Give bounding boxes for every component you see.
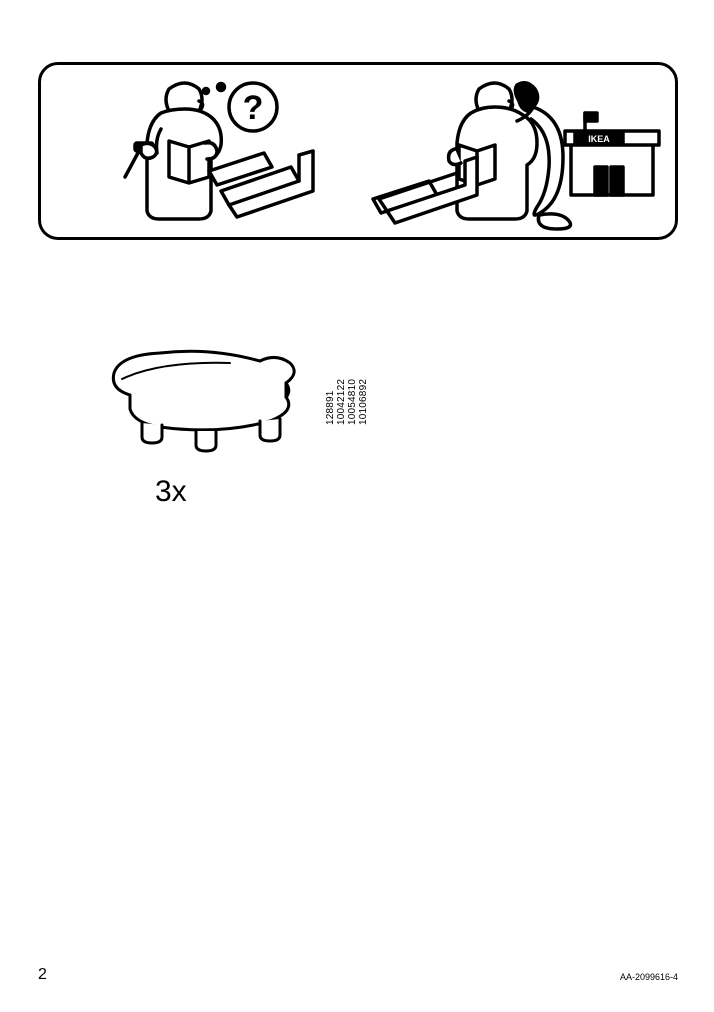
instruction-page: ?	[0, 0, 714, 1012]
plastic-foot-part-icon	[100, 345, 320, 455]
part-code: 10106892	[358, 379, 369, 425]
help-illustration: ?	[41, 65, 675, 237]
ikea-store-label: IKEA	[588, 134, 610, 144]
help-panel: ?	[38, 62, 678, 240]
hardware-part-section: 128891 10042122 10054810 10106892 3x	[100, 345, 360, 525]
part-quantity: 3x	[155, 475, 187, 509]
part-code: 10054810	[347, 379, 358, 425]
document-id: AA-2099616-4	[620, 972, 678, 982]
part-code: 128891	[325, 390, 336, 425]
page-number: 2	[38, 966, 47, 984]
part-code: 10042122	[336, 379, 347, 425]
ikea-store-icon: IKEA	[565, 113, 659, 195]
question-mark-icon: ?	[243, 89, 264, 127]
